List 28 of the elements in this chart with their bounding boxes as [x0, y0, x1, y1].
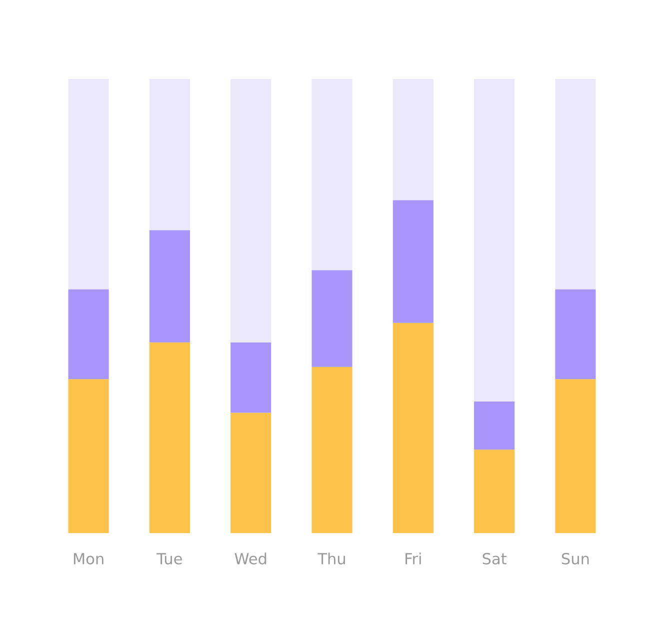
- x-tick-label: Mon: [74, 553, 104, 564]
- bar: [312, 366, 352, 534]
- bar: [149, 342, 190, 534]
- bar: [555, 78, 596, 290]
- bar: [392, 200, 434, 323]
- bar: [68, 379, 109, 534]
- bar: [392, 78, 434, 200]
- x-tick-label: Tue: [156, 553, 182, 564]
- x-tick-label: Sat: [482, 552, 506, 564]
- x-tick-label: Thu: [318, 552, 345, 564]
- bar: [68, 78, 109, 290]
- bar: [312, 270, 352, 367]
- bar: [474, 450, 515, 534]
- bar: [474, 401, 515, 450]
- bar: [230, 412, 272, 534]
- bar: [312, 78, 352, 270]
- x-tick-label: Wed: [234, 552, 266, 564]
- bar: [392, 322, 434, 534]
- bar: [555, 379, 596, 534]
- x-tick-label: Fri: [406, 552, 421, 564]
- x-tick-label: Sun: [562, 552, 589, 564]
- bar: [149, 78, 190, 230]
- bar: [149, 230, 190, 342]
- bar: [68, 289, 109, 380]
- bar: [474, 78, 515, 402]
- bar: [555, 289, 596, 380]
- bar: [230, 78, 272, 342]
- bar: [230, 342, 272, 413]
